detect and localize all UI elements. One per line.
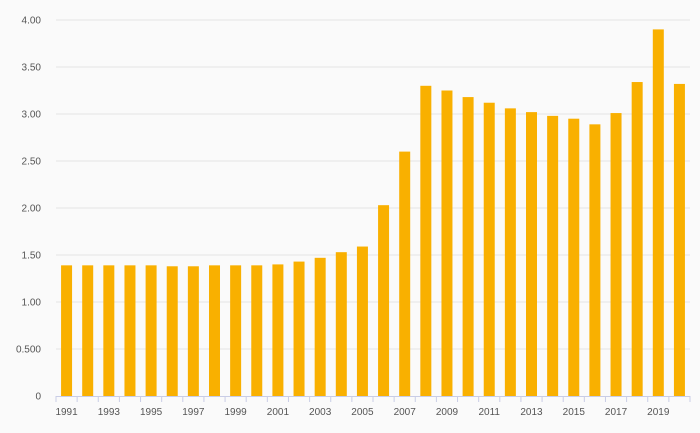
y-tick-label: 3.00 xyxy=(22,110,42,121)
y-tick-label: 2.50 xyxy=(22,157,42,168)
y-tick-label: 0 xyxy=(35,392,41,403)
bar-2015 xyxy=(568,118,580,396)
bar-2012 xyxy=(504,108,516,397)
x-tick-label: 1995 xyxy=(140,407,163,418)
x-tick-label: 2011 xyxy=(478,407,500,418)
bar-2000 xyxy=(251,265,263,396)
bar-2014 xyxy=(547,115,559,396)
y-tick-label: 2.00 xyxy=(22,204,42,215)
bar-2003 xyxy=(314,257,326,396)
bar-2005 xyxy=(356,246,368,396)
bar-2004 xyxy=(335,252,347,396)
bar-1993 xyxy=(103,265,115,396)
bar-2010 xyxy=(462,97,474,396)
bar-2001 xyxy=(272,264,284,396)
bar-1997 xyxy=(187,266,199,396)
bar-2019 xyxy=(652,29,664,397)
y-tick-label: 3.50 xyxy=(22,63,42,74)
x-tick-label: 1997 xyxy=(182,407,205,418)
bar-2018 xyxy=(631,82,643,396)
bar-2009 xyxy=(441,90,453,396)
y-tick-label: 0.500 xyxy=(16,345,41,356)
x-tick-label: 2007 xyxy=(394,407,417,418)
bar-2017 xyxy=(610,113,622,396)
x-tick-label: 2017 xyxy=(605,407,628,418)
bar-2013 xyxy=(526,112,537,397)
x-tick-label: 1991 xyxy=(55,407,78,418)
bar-1998 xyxy=(209,265,220,396)
bar-1995 xyxy=(145,265,157,396)
x-tick-label: 1993 xyxy=(98,407,121,418)
bar-2008 xyxy=(420,85,432,397)
bar-1991 xyxy=(61,265,73,396)
x-tick-label: 2009 xyxy=(436,407,459,418)
y-tick-label: 4.00 xyxy=(22,16,42,27)
y-tick-label: 1.00 xyxy=(22,298,42,309)
bar-2016 xyxy=(589,124,601,396)
bar-1994 xyxy=(124,265,136,396)
x-tick-label: 2001 xyxy=(267,407,290,418)
bar-2006 xyxy=(378,205,390,396)
x-tick-label: 2003 xyxy=(309,407,332,418)
x-tick-label: 2013 xyxy=(520,407,543,418)
bar-1996 xyxy=(166,266,178,396)
bar-1992 xyxy=(82,265,94,396)
bar-2011 xyxy=(483,102,495,396)
bar-2007 xyxy=(399,151,411,396)
x-tick-label: 1999 xyxy=(225,407,248,418)
bar-2002 xyxy=(293,261,305,396)
bar-1999 xyxy=(230,265,242,396)
x-tick-label: 2015 xyxy=(563,407,586,418)
x-tick-label: 2019 xyxy=(647,407,670,418)
x-tick-label: 2005 xyxy=(351,407,374,418)
bar-2020 xyxy=(673,83,685,397)
y-tick-label: 1.50 xyxy=(22,251,42,262)
